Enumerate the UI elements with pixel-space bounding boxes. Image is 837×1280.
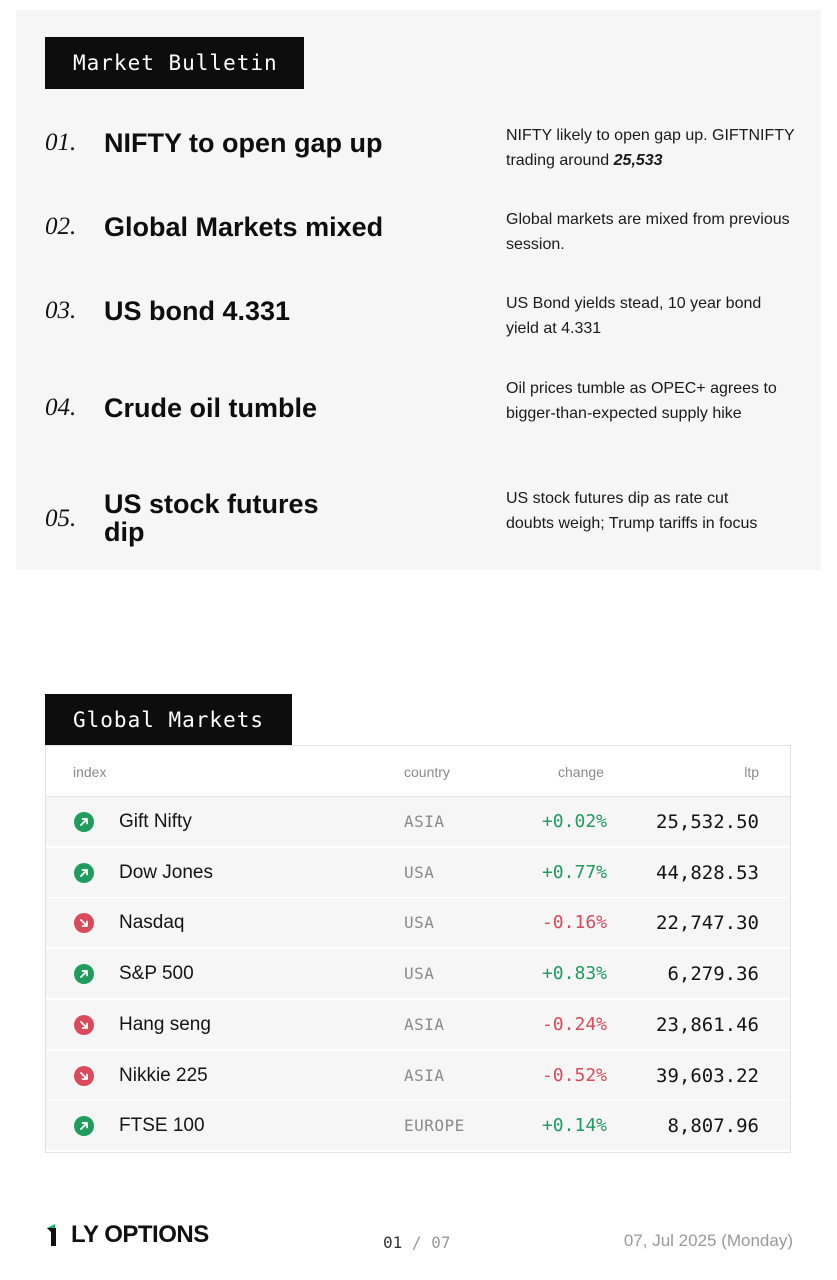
- bulletin-item-headline: NIFTY to open gap up: [104, 128, 383, 158]
- table-row: Nasdaq USA -0.16% 22,747.30: [46, 898, 790, 949]
- bulletin-item-headline: US bond 4.331: [104, 296, 291, 326]
- page-indicator: 01 / 07: [383, 1233, 450, 1252]
- bulletin-panel: [16, 10, 821, 570]
- table-row: Hang seng ASIA -0.24% 23,861.46: [46, 999, 790, 1050]
- arrow-down-right-icon: [74, 1065, 94, 1086]
- index-ltp: 23,861.46: [656, 1013, 759, 1036]
- column-header-index: index: [73, 764, 107, 780]
- index-ltp: 22,747.30: [656, 912, 759, 935]
- column-header-ltp: ltp: [744, 764, 759, 780]
- index-ltp: 39,603.22: [656, 1064, 759, 1087]
- index-ltp: 8,807.96: [667, 1115, 759, 1138]
- index-change: -0.52%: [541, 1064, 607, 1086]
- table-row: Dow Jones USA +0.77% 44,828.53: [46, 847, 790, 898]
- index-name: Nasdaq: [119, 912, 185, 934]
- bulletin-item-number: 01.: [45, 129, 77, 156]
- index-name: FTSE 100: [119, 1115, 205, 1137]
- index-name: Nikkie 225: [119, 1064, 208, 1086]
- index-ltp: 44,828.53: [656, 861, 759, 884]
- bulletin-item-headline: US stock futures dip: [104, 489, 319, 547]
- index-ltp: 6,279.36: [667, 963, 759, 986]
- logo-text: LY OPTIONS: [71, 1221, 209, 1248]
- index-country: ASIA: [404, 1065, 445, 1085]
- index-change: -0.16%: [541, 912, 607, 934]
- bulletin-item-description: Oil prices tumble as OPEC+ agrees to big…: [506, 380, 777, 422]
- bulletin-item-description: Global markets are mixed from previous s…: [506, 211, 790, 253]
- index-change: +0.83%: [541, 963, 607, 985]
- global-markets-table: index country change ltp Gift Nifty ASIA +…: [45, 745, 791, 1153]
- index-country: ASIA: [404, 812, 445, 831]
- index-country: ASIA: [404, 1014, 445, 1034]
- bulletin-item-number: 05.: [45, 505, 77, 532]
- index-country: USA: [404, 862, 435, 882]
- index-country: USA: [404, 964, 435, 984]
- table-header: index country change ltp: [46, 746, 790, 797]
- arrow-up-right-icon: [74, 812, 94, 832]
- bulletin-item-description: US stock futures dip as rate cut doubts …: [506, 490, 758, 532]
- index-name: Hang seng: [119, 1013, 211, 1035]
- index-country: EUROPE: [404, 1116, 465, 1136]
- arrow-up-right-icon: [74, 964, 94, 985]
- global-markets-title: Global Markets: [45, 694, 292, 745]
- table-row: FTSE 100 EUROPE +0.14% 8,807.96: [46, 1101, 790, 1152]
- index-ltp: 25,532.50: [656, 811, 759, 833]
- market-bulletin-title: Market Bulletin: [45, 37, 304, 89]
- table-row: Gift Nifty ASIA +0.02% 25,532.50: [46, 797, 790, 847]
- bulletin-item-description: NIFTY likely to open gap up. GIFTNIFTY t…: [506, 127, 795, 169]
- page-current: 01: [383, 1233, 403, 1252]
- brand-logo: LY OPTIONS: [45, 1219, 209, 1251]
- logo-mark-icon: [47, 1224, 56, 1246]
- bulletin-item-headline: Global Markets mixed: [104, 212, 384, 242]
- bulletin-date: 07, Jul 2025 (Monday): [623, 1231, 793, 1250]
- index-change: +0.02%: [541, 811, 607, 832]
- column-header-country: country: [404, 764, 450, 780]
- bulletin-item-description: US Bond yields stead, 10 year bond yield…: [506, 295, 762, 337]
- arrow-up-right-icon: [74, 1116, 94, 1137]
- index-change: +0.77%: [541, 861, 607, 883]
- bulletin-item-number: 04.: [45, 394, 77, 421]
- arrow-down-right-icon: [74, 1014, 94, 1035]
- page-total: 07: [431, 1233, 451, 1252]
- table-row: Nikkie 225 ASIA -0.52% 39,603.22: [46, 1050, 790, 1101]
- index-name: Dow Jones: [119, 861, 213, 883]
- bulletin-item-number: 02.: [45, 213, 77, 240]
- index-change: +0.14%: [541, 1115, 607, 1137]
- page-separator: /: [411, 1233, 422, 1252]
- table-row: S&P 500 USA +0.83% 6,279.36: [46, 949, 790, 1000]
- column-header-change: change: [558, 764, 604, 780]
- gift-nifty-level: 25,533: [613, 152, 663, 169]
- arrow-down-right-icon: [74, 913, 94, 934]
- index-name: S&P 500: [119, 963, 194, 985]
- bulletin-item-headline: Crude oil tumble: [104, 393, 318, 423]
- index-change: -0.24%: [541, 1013, 607, 1035]
- arrow-up-right-icon: [74, 862, 94, 883]
- bulletin-item-number: 03.: [45, 297, 77, 324]
- index-country: USA: [404, 913, 435, 933]
- index-name: Gift Nifty: [119, 811, 192, 832]
